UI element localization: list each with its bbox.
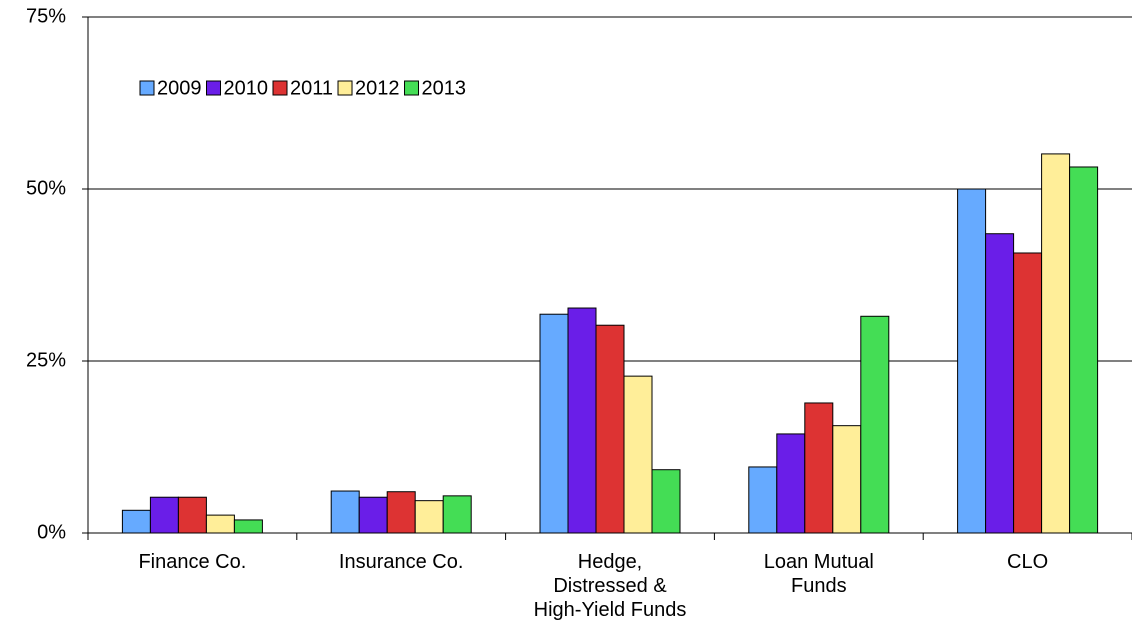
- bar: [330, 490, 360, 534]
- bar: [386, 491, 416, 534]
- bar: [358, 496, 388, 534]
- bar: [748, 466, 778, 534]
- bar: [567, 307, 597, 534]
- x-tick-label: CLO: [1007, 551, 1049, 573]
- x-tick-label: Insurance Co.: [338, 551, 464, 573]
- bar: [623, 375, 653, 534]
- legend-swatch: [272, 80, 288, 96]
- y-tick-label: 0%: [37, 521, 66, 543]
- legend-swatch: [139, 80, 155, 96]
- bar: [957, 188, 987, 534]
- bar: [776, 433, 806, 534]
- bar: [1041, 153, 1071, 534]
- legend-label: 2010: [224, 77, 269, 99]
- bar: [442, 495, 472, 534]
- legend-label: 2012: [355, 77, 400, 99]
- bar: [205, 514, 235, 534]
- bar: [1013, 252, 1043, 534]
- x-tick-label: Loan Mutual Funds: [763, 551, 874, 597]
- legend-swatch: [404, 80, 420, 96]
- bar: [651, 469, 681, 534]
- legend-label: 2011: [290, 77, 333, 99]
- legend-swatch: [206, 80, 221, 96]
- x-tick-label: Hedge, Distressed & High-Yield Funds: [533, 551, 687, 621]
- bar: [539, 313, 569, 534]
- bar: [149, 496, 179, 534]
- bar: [832, 425, 862, 534]
- bar: [414, 500, 444, 534]
- legend-label: 2013: [422, 77, 467, 99]
- y-tick-label: 75%: [26, 5, 66, 27]
- y-tick-label: 25%: [26, 349, 66, 371]
- bar: [804, 402, 834, 534]
- bar: [860, 315, 890, 534]
- bar: [121, 509, 151, 534]
- x-tick-label: Finance Co.: [138, 551, 247, 573]
- bar: [233, 519, 263, 534]
- bar: [1069, 166, 1099, 534]
- legend-label: 2009: [157, 77, 202, 99]
- bar: [985, 233, 1015, 534]
- bar: [177, 496, 207, 534]
- y-tick-label: 50%: [26, 177, 66, 199]
- bar: [595, 324, 625, 534]
- legend-swatch: [337, 80, 353, 96]
